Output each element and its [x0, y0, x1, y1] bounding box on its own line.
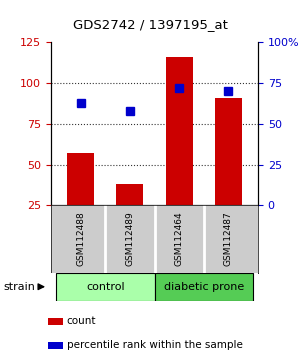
- Text: strain: strain: [3, 282, 35, 292]
- Text: GDS2742 / 1397195_at: GDS2742 / 1397195_at: [73, 18, 227, 31]
- Text: GSM112487: GSM112487: [224, 212, 233, 266]
- Text: percentile rank within the sample: percentile rank within the sample: [67, 340, 243, 350]
- Text: GSM112464: GSM112464: [175, 212, 184, 266]
- Bar: [48, 318, 64, 325]
- Bar: [166, 57, 193, 205]
- Bar: [116, 184, 143, 205]
- Bar: [48, 342, 64, 349]
- Bar: [56, 273, 154, 301]
- Text: GSM112488: GSM112488: [76, 212, 85, 266]
- Text: control: control: [86, 282, 124, 292]
- Bar: [154, 273, 253, 301]
- Text: count: count: [67, 316, 96, 326]
- Bar: [67, 153, 94, 205]
- Text: diabetic prone: diabetic prone: [164, 282, 244, 292]
- Bar: [215, 98, 242, 205]
- Text: GSM112489: GSM112489: [125, 212, 134, 266]
